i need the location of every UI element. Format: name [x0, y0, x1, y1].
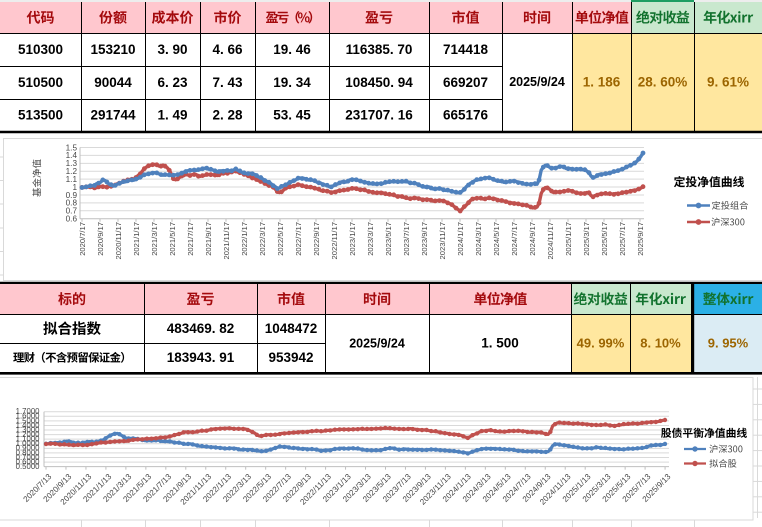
svg-text:2024/5/17: 2024/5/17: [492, 222, 501, 256]
svg-text:1.1000: 1.1000: [16, 435, 41, 444]
svg-text:513500: 513500: [18, 108, 63, 123]
svg-text:1.6000: 1.6000: [16, 412, 41, 421]
svg-text:0.9000: 0.9000: [16, 444, 41, 453]
svg-text:1.4: 1.4: [66, 151, 78, 160]
svg-text:7. 43: 7. 43: [212, 75, 243, 90]
svg-text:1.2: 1.2: [66, 167, 78, 176]
svg-text:2020/11/17: 2020/11/17: [114, 222, 123, 259]
svg-text:2022/3/17: 2022/3/17: [258, 222, 267, 256]
svg-text:2021/5/17: 2021/5/17: [168, 222, 177, 256]
svg-text:2021/7/17: 2021/7/17: [186, 222, 195, 256]
svg-text:28. 60%: 28. 60%: [638, 75, 688, 90]
svg-text:1.4000: 1.4000: [16, 421, 41, 430]
svg-text:0.7: 0.7: [66, 207, 78, 216]
svg-text:2022/7/17: 2022/7/17: [294, 222, 303, 256]
svg-text:2024/9/17: 2024/9/17: [528, 222, 537, 256]
svg-text:2023/11/17: 2023/11/17: [438, 222, 447, 259]
svg-text:2. 28: 2. 28: [212, 108, 243, 123]
svg-text:2025/1/17: 2025/1/17: [564, 222, 573, 256]
svg-text:2025/9/24: 2025/9/24: [349, 337, 405, 351]
svg-text:2022/5/17: 2022/5/17: [276, 222, 285, 256]
svg-text:2025/5/17: 2025/5/17: [600, 222, 609, 256]
svg-text:0.8: 0.8: [66, 199, 78, 208]
svg-text:665176: 665176: [443, 108, 489, 123]
svg-text:4. 66: 4. 66: [212, 42, 243, 57]
svg-text:2021/1/17: 2021/1/17: [132, 222, 141, 256]
svg-text:0.5000: 0.5000: [16, 462, 41, 471]
svg-text:2023/9/17: 2023/9/17: [420, 222, 429, 256]
svg-text:1.5: 1.5: [66, 143, 78, 152]
svg-text:2022/9/17: 2022/9/17: [312, 222, 321, 256]
svg-text:1.2000: 1.2000: [16, 430, 41, 439]
svg-text:116385. 70: 116385. 70: [346, 42, 413, 57]
svg-text:2024/11/17: 2024/11/17: [546, 222, 555, 259]
svg-text:19. 46: 19. 46: [273, 42, 311, 57]
svg-text:2025/7/17: 2025/7/17: [618, 222, 627, 256]
svg-text:291744: 291744: [90, 108, 136, 123]
svg-text:8. 10%: 8. 10%: [640, 336, 681, 351]
svg-text:714418: 714418: [443, 42, 489, 57]
svg-text:0.6: 0.6: [66, 215, 78, 224]
svg-text:483469. 82: 483469. 82: [167, 321, 235, 336]
svg-text:669207: 669207: [443, 75, 488, 90]
svg-text:2025/9/24: 2025/9/24: [509, 75, 565, 89]
svg-text:2022/11/17: 2022/11/17: [330, 222, 339, 259]
svg-text:2020/9/17: 2020/9/17: [96, 222, 105, 256]
svg-text:108450. 94: 108450. 94: [345, 75, 413, 90]
svg-text:2021/11/17: 2021/11/17: [222, 222, 231, 259]
svg-text:2025/3/17: 2025/3/17: [582, 222, 591, 256]
svg-text:2024/7/17: 2024/7/17: [510, 222, 519, 256]
svg-text:2025/9/17: 2025/9/17: [636, 222, 645, 256]
svg-text:19. 34: 19. 34: [273, 75, 311, 90]
svg-text:2020/7/17: 2020/7/17: [78, 222, 87, 256]
svg-text:0.6000: 0.6000: [16, 457, 41, 466]
svg-text:90044: 90044: [94, 75, 132, 90]
svg-text:183943. 91: 183943. 91: [167, 350, 235, 365]
svg-text:0.9: 0.9: [66, 191, 78, 200]
svg-text:1.1: 1.1: [66, 175, 78, 184]
svg-text:2023/7/17: 2023/7/17: [402, 222, 411, 256]
svg-text:953942: 953942: [268, 350, 313, 365]
svg-text:2021/3/17: 2021/3/17: [150, 222, 159, 256]
svg-text:2023/3/17: 2023/3/17: [366, 222, 375, 256]
svg-text:1.3000: 1.3000: [16, 425, 41, 434]
svg-text:53. 45: 53. 45: [273, 108, 311, 123]
svg-text:0.8000: 0.8000: [16, 448, 41, 457]
svg-text:2023/1/17: 2023/1/17: [348, 222, 357, 256]
svg-text:9. 95%: 9. 95%: [708, 336, 749, 351]
svg-text:510500: 510500: [18, 75, 63, 90]
svg-text:1. 49: 1. 49: [157, 108, 187, 123]
svg-text:153210: 153210: [90, 42, 135, 57]
svg-text:2022/1/17: 2022/1/17: [240, 222, 249, 256]
svg-text:2024/1/17: 2024/1/17: [456, 222, 465, 256]
svg-text:1.0000: 1.0000: [16, 439, 41, 448]
svg-text:1: 1: [72, 183, 77, 192]
svg-text:1048472: 1048472: [265, 321, 318, 336]
svg-text:6. 23: 6. 23: [157, 75, 188, 90]
svg-text:2021/9/17: 2021/9/17: [204, 222, 213, 256]
svg-text:9. 61%: 9. 61%: [707, 75, 749, 90]
svg-text:2024/3/17: 2024/3/17: [474, 222, 483, 256]
svg-text:0.7000: 0.7000: [16, 453, 41, 462]
svg-text:3. 90: 3. 90: [157, 42, 187, 57]
svg-text:49. 99%: 49. 99%: [577, 336, 625, 351]
svg-text:510300: 510300: [18, 42, 63, 57]
svg-text:1.5000: 1.5000: [16, 416, 41, 425]
svg-text:231707. 16: 231707. 16: [345, 108, 413, 123]
svg-text:2023/5/17: 2023/5/17: [384, 222, 393, 256]
svg-text:1.7000: 1.7000: [16, 407, 41, 416]
svg-text:1.3: 1.3: [66, 159, 78, 168]
svg-text:1. 186: 1. 186: [583, 75, 621, 90]
svg-text:1. 500: 1. 500: [481, 336, 519, 351]
